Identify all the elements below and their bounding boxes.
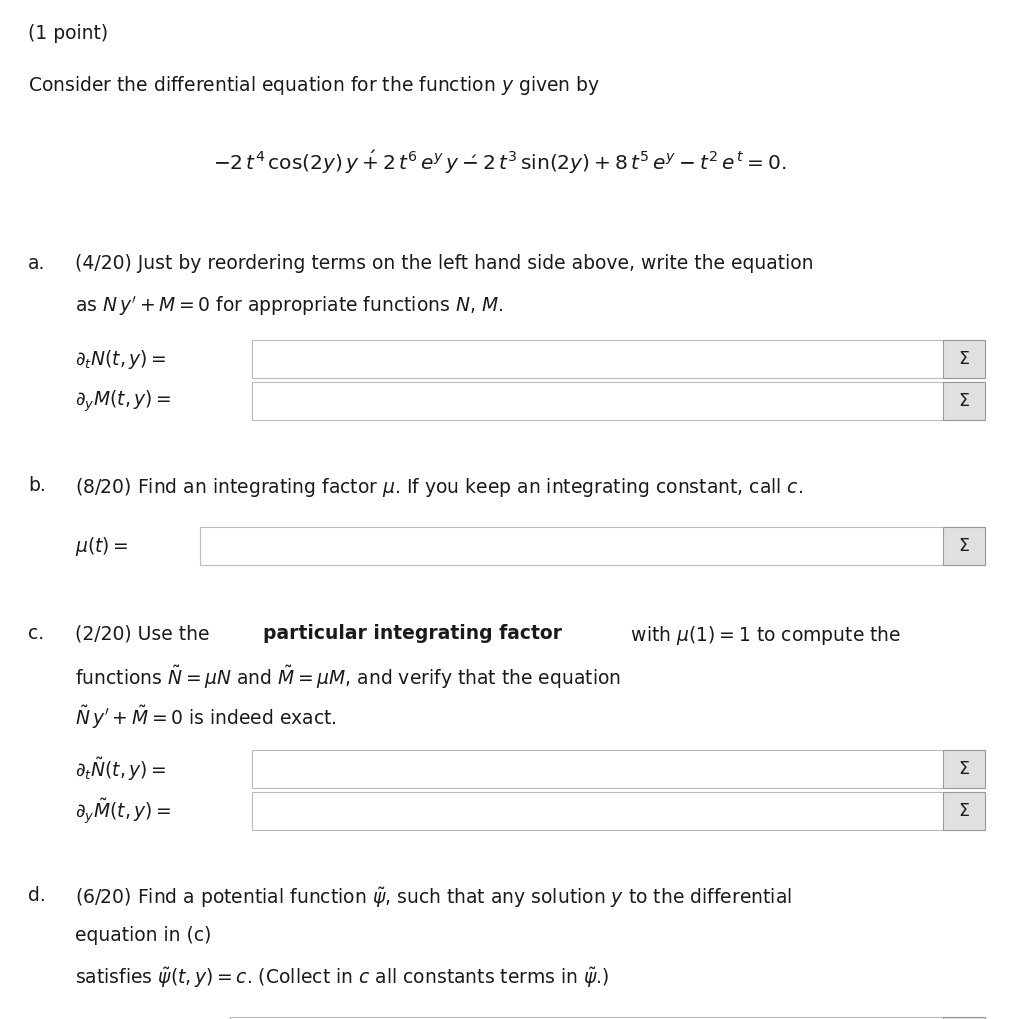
Text: $\Sigma$: $\Sigma$ xyxy=(958,392,970,410)
Text: a.: a. xyxy=(28,254,45,273)
Text: (6/20) Find a potential function $\tilde{\psi}$, such that any solution $y$ to t: (6/20) Find a potential function $\tilde… xyxy=(75,886,792,910)
Bar xyxy=(252,340,985,378)
Text: particular integrating factor: particular integrating factor xyxy=(263,624,562,643)
Text: (4/20) Just by reordering terms on the left hand side above, write the equation: (4/20) Just by reordering terms on the l… xyxy=(75,254,813,273)
Text: as $N\,y' + M = 0$ for appropriate functions $N$, $M$.: as $N\,y' + M = 0$ for appropriate funct… xyxy=(75,294,503,318)
Text: $\partial_y M(t, y) =$: $\partial_y M(t, y) =$ xyxy=(75,388,171,414)
Text: $\Sigma$: $\Sigma$ xyxy=(958,802,970,820)
Text: $\Sigma$: $\Sigma$ xyxy=(958,350,970,368)
Text: $\Sigma$: $\Sigma$ xyxy=(958,537,970,555)
Text: $\partial_t \tilde{N}(t, y) =$: $\partial_t \tilde{N}(t, y) =$ xyxy=(75,755,167,783)
Text: $\partial_y \tilde{M}(t, y) =$: $\partial_y \tilde{M}(t, y) =$ xyxy=(75,796,171,825)
Bar xyxy=(252,382,985,420)
Bar xyxy=(943,382,985,420)
Text: c.: c. xyxy=(28,624,44,643)
Text: b.: b. xyxy=(28,476,46,495)
Text: d.: d. xyxy=(28,886,46,905)
Bar xyxy=(943,750,985,788)
Text: (8/20) Find an integrating factor $\mu$. If you keep an integrating constant, ca: (8/20) Find an integrating factor $\mu$.… xyxy=(75,476,803,499)
Bar xyxy=(943,340,985,378)
Bar xyxy=(252,750,985,788)
Bar xyxy=(943,792,985,830)
Bar xyxy=(943,527,985,565)
Text: $\mu(t) =$: $\mu(t) =$ xyxy=(75,535,129,557)
Text: $\partial_t N(t, y) =$: $\partial_t N(t, y) =$ xyxy=(75,347,167,371)
Text: $-2\,t^4\,\cos(2y)\,y\' + 2\,t^6\,e^y\,y\' - 2\,t^3\,\sin(2y)+ 8\,t^5\,e^y - t^2: $-2\,t^4\,\cos(2y)\,y\' + 2\,t^6\,e^y\,y… xyxy=(213,149,786,176)
Text: with $\mu(1) = 1$ to compute the: with $\mu(1) = 1$ to compute the xyxy=(625,624,901,647)
Bar xyxy=(200,527,985,565)
Text: $\tilde{N}\,y' + \tilde{M} = 0$ is indeed exact.: $\tilde{N}\,y' + \tilde{M} = 0$ is indee… xyxy=(75,704,337,731)
Text: satisfies $\tilde{\psi}(t, y) = c$. (Collect in $c$ all constants terms in $\til: satisfies $\tilde{\psi}(t, y) = c$. (Col… xyxy=(75,966,609,990)
Text: equation in (c): equation in (c) xyxy=(75,926,211,945)
Text: Consider the differential equation for the function $y$ given by: Consider the differential equation for t… xyxy=(28,74,600,97)
Bar xyxy=(230,1017,985,1019)
Text: (2/20) Use the: (2/20) Use the xyxy=(75,624,215,643)
Bar xyxy=(943,1017,985,1019)
Bar xyxy=(252,792,985,830)
Text: (1 point): (1 point) xyxy=(28,24,109,43)
Text: $\Sigma$: $\Sigma$ xyxy=(958,760,970,777)
Text: functions $\tilde{N} = \mu N$ and $\tilde{M} = \mu M$, and verify that the equat: functions $\tilde{N} = \mu N$ and $\tild… xyxy=(75,664,621,691)
